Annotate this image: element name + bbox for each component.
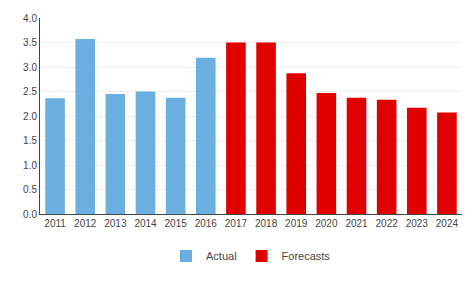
svg-text:1.5: 1.5 — [23, 135, 37, 146]
svg-text:Forecasts: Forecasts — [282, 250, 331, 262]
svg-text:0.5: 0.5 — [23, 184, 37, 195]
svg-text:3.5: 3.5 — [23, 37, 37, 48]
svg-text:2011: 2011 — [44, 218, 66, 229]
svg-text:2023: 2023 — [406, 218, 429, 229]
svg-text:2019: 2019 — [285, 218, 308, 229]
svg-text:0.0: 0.0 — [23, 209, 37, 220]
svg-text:2022: 2022 — [376, 218, 399, 229]
svg-text:Actual: Actual — [206, 250, 237, 262]
svg-text:2017: 2017 — [225, 218, 248, 229]
svg-text:2021: 2021 — [345, 218, 368, 229]
svg-text:2020: 2020 — [315, 218, 338, 229]
svg-text:2.5: 2.5 — [23, 86, 37, 97]
svg-text:2018: 2018 — [255, 218, 278, 229]
svg-text:2014: 2014 — [134, 218, 157, 229]
svg-text:2013: 2013 — [104, 218, 127, 229]
svg-text:3.0: 3.0 — [23, 62, 37, 73]
svg-text:2024: 2024 — [436, 218, 459, 229]
svg-text:2015: 2015 — [165, 218, 188, 229]
svg-text:4.0: 4.0 — [23, 13, 37, 24]
svg-text:1.0: 1.0 — [23, 160, 37, 171]
svg-text:2012: 2012 — [74, 218, 97, 229]
svg-text:2016: 2016 — [195, 218, 218, 229]
svg-text:2.0: 2.0 — [23, 111, 37, 122]
